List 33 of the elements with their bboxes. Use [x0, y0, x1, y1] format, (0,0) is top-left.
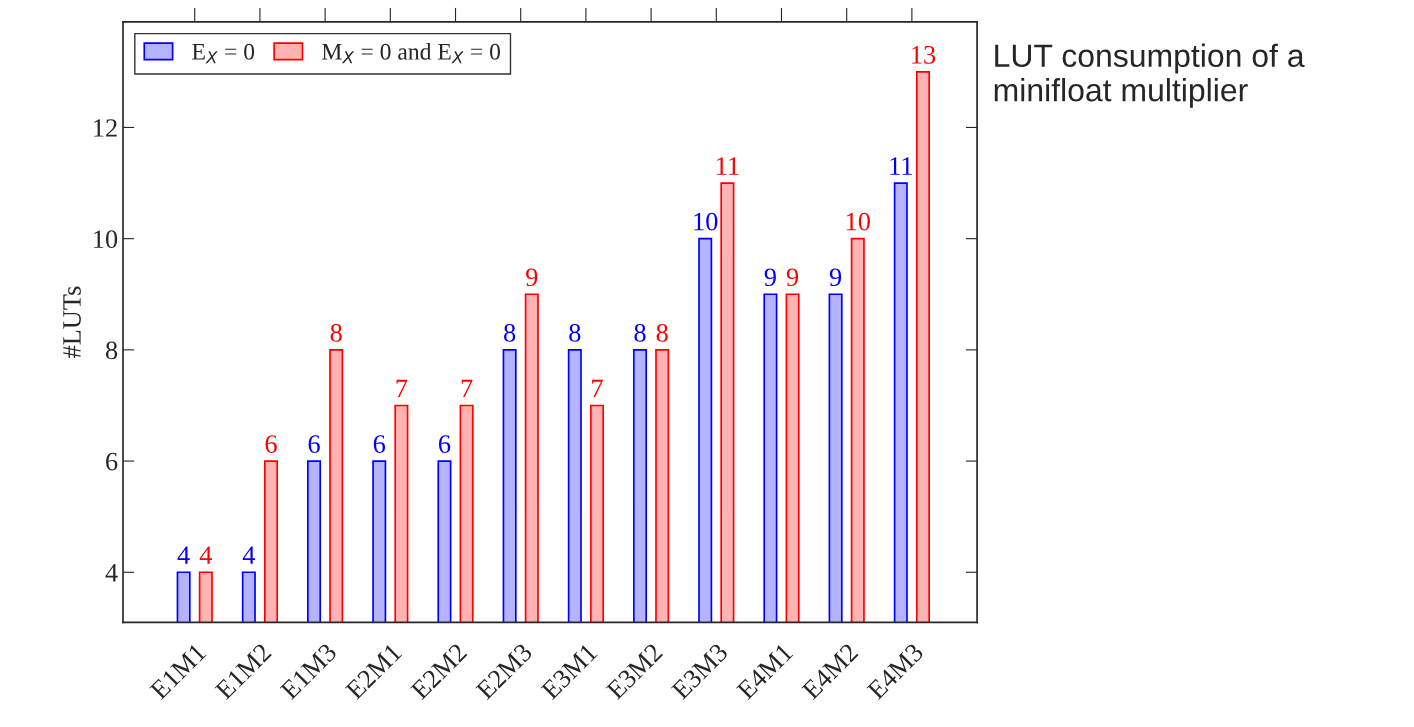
data-label: 4: [177, 546, 190, 564]
data-label: 9: [764, 268, 776, 287]
y-tick-label: 6: [106, 452, 118, 471]
data-label: 8: [330, 323, 342, 342]
data-label: 6: [438, 435, 451, 453]
data-label: 8: [569, 323, 581, 342]
legend-label: M$_{X}$ = 0 and E$_{X}$ = 0: [322, 43, 501, 64]
data-label: 7: [461, 379, 473, 398]
y-tick-label: 8: [105, 341, 118, 360]
legend-label: E$_{X}$ = 0: [192, 43, 255, 64]
data-label: 9: [786, 268, 799, 287]
data-label: 10: [694, 212, 718, 231]
data-label: 8: [634, 323, 646, 342]
data-label: 7: [592, 379, 603, 398]
y-tick-label: 12: [94, 119, 117, 137]
data-label: 4: [242, 546, 256, 564]
data-label: 6: [373, 435, 386, 453]
data-label: 4: [199, 546, 212, 564]
data-label: 10: [846, 212, 870, 231]
data-label: 7: [396, 379, 408, 398]
y-tick-label: 4: [105, 564, 118, 582]
text: LUT consumption of a minifloat multiplier: [994, 43, 1305, 108]
data-label: 6: [265, 435, 277, 453]
data-label: 8: [656, 323, 668, 342]
data-label: 11: [717, 157, 739, 175]
y-axis-title: #LUTs: [63, 286, 81, 359]
data-label: 9: [829, 268, 842, 287]
data-label: 13: [912, 45, 936, 64]
data-label: 9: [526, 268, 538, 287]
data-label: 6: [308, 435, 320, 453]
y-tick-label: 10: [94, 230, 118, 249]
data-label: 8: [504, 323, 516, 342]
data-label: 11: [890, 157, 912, 175]
